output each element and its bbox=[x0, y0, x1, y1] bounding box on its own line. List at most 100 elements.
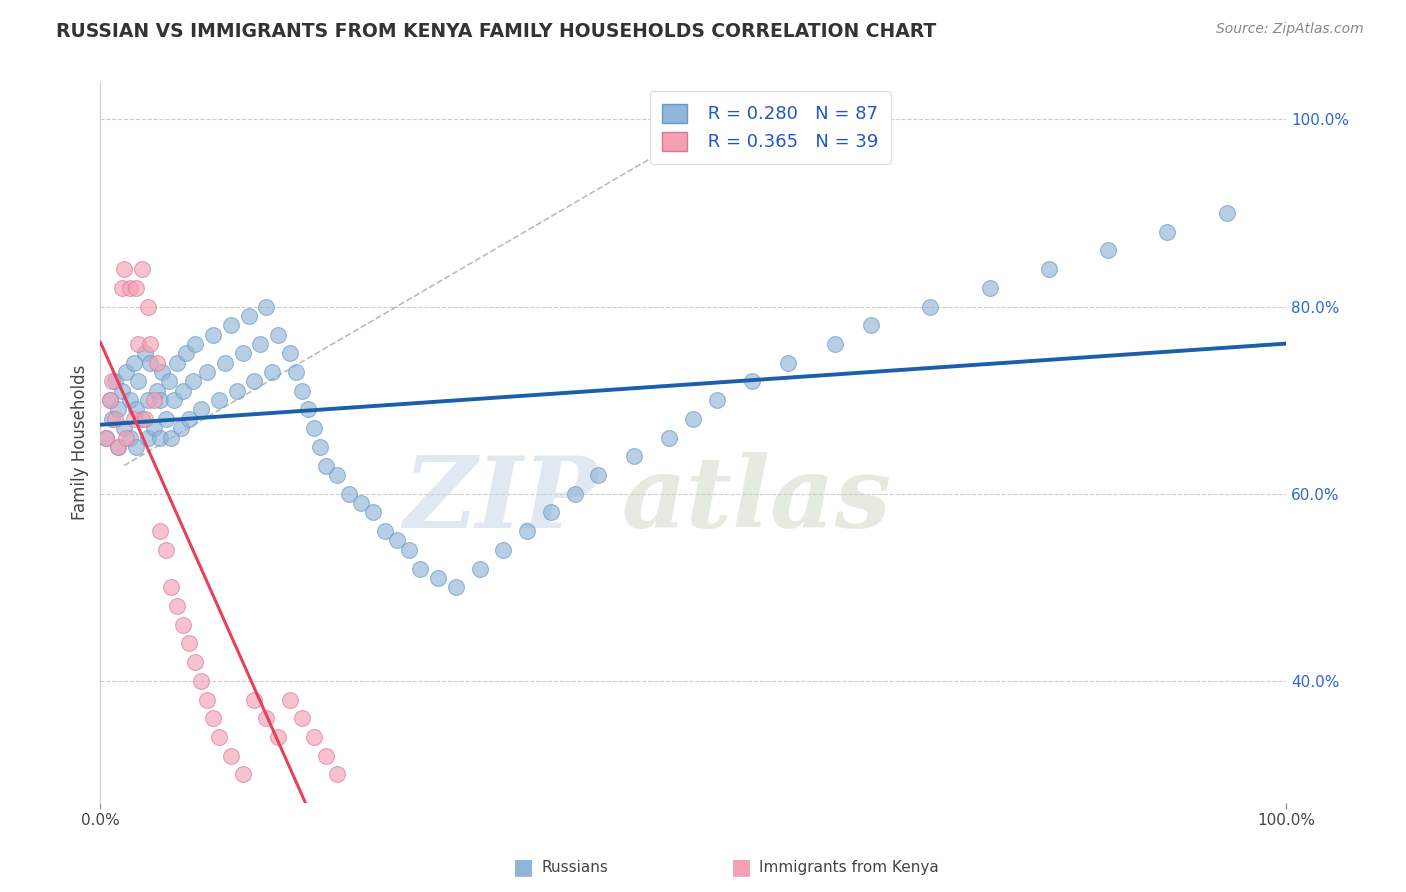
Point bbox=[658, 431, 681, 445]
Point bbox=[361, 505, 384, 519]
Point bbox=[139, 337, 162, 351]
Point bbox=[112, 262, 135, 277]
Point bbox=[979, 281, 1001, 295]
Text: ■: ■ bbox=[513, 857, 534, 877]
Point bbox=[308, 440, 330, 454]
Point bbox=[163, 393, 186, 408]
Point bbox=[160, 431, 183, 445]
Point bbox=[208, 730, 231, 744]
Point bbox=[125, 402, 148, 417]
Point bbox=[172, 384, 194, 398]
Point bbox=[195, 692, 218, 706]
Point bbox=[824, 337, 846, 351]
Point bbox=[149, 431, 172, 445]
Point bbox=[219, 318, 242, 333]
Point bbox=[337, 486, 360, 500]
Point bbox=[103, 412, 125, 426]
Point bbox=[706, 393, 728, 408]
Point bbox=[232, 767, 254, 781]
Point bbox=[96, 431, 118, 445]
Point bbox=[278, 346, 301, 360]
Point bbox=[96, 431, 118, 445]
Point bbox=[262, 365, 284, 379]
Point bbox=[184, 655, 207, 669]
Point bbox=[267, 730, 290, 744]
Point bbox=[179, 636, 201, 650]
Point bbox=[492, 542, 515, 557]
Point bbox=[249, 337, 271, 351]
Point bbox=[111, 281, 134, 295]
Point bbox=[315, 458, 337, 473]
Point bbox=[115, 431, 138, 445]
Point bbox=[315, 748, 337, 763]
Point bbox=[201, 711, 224, 725]
Point bbox=[254, 300, 277, 314]
Point bbox=[243, 692, 266, 706]
Point bbox=[103, 375, 125, 389]
Point bbox=[131, 262, 153, 277]
Point bbox=[232, 346, 254, 360]
Point bbox=[170, 421, 193, 435]
Point bbox=[122, 412, 145, 426]
Point bbox=[350, 496, 373, 510]
Point bbox=[122, 356, 145, 370]
Point bbox=[172, 617, 194, 632]
Point bbox=[134, 412, 156, 426]
Point bbox=[107, 440, 129, 454]
Point bbox=[267, 327, 290, 342]
Point bbox=[285, 365, 308, 379]
Point bbox=[139, 356, 162, 370]
Text: atlas: atlas bbox=[621, 451, 891, 548]
Point bbox=[118, 281, 141, 295]
Point bbox=[1097, 244, 1119, 258]
Point bbox=[125, 281, 148, 295]
Point bbox=[1038, 262, 1060, 277]
Point bbox=[540, 505, 562, 519]
Point bbox=[101, 412, 124, 426]
Point bbox=[588, 467, 610, 482]
Point bbox=[118, 393, 141, 408]
Point bbox=[146, 384, 169, 398]
Point bbox=[409, 561, 432, 575]
Point bbox=[374, 524, 396, 538]
Point bbox=[516, 524, 538, 538]
Point bbox=[127, 375, 149, 389]
Point bbox=[225, 384, 247, 398]
Point bbox=[107, 402, 129, 417]
Point bbox=[385, 533, 408, 548]
Point bbox=[201, 327, 224, 342]
Point bbox=[107, 440, 129, 454]
Point bbox=[184, 337, 207, 351]
Point bbox=[181, 375, 204, 389]
Point bbox=[326, 467, 349, 482]
Point bbox=[149, 524, 172, 538]
Text: ZIP: ZIP bbox=[404, 451, 599, 548]
Point bbox=[444, 580, 467, 594]
Text: ■: ■ bbox=[731, 857, 752, 877]
Point bbox=[150, 365, 173, 379]
Point bbox=[136, 300, 159, 314]
Point bbox=[1156, 225, 1178, 239]
Point bbox=[98, 393, 121, 408]
Point bbox=[623, 449, 645, 463]
Point bbox=[291, 384, 314, 398]
Point bbox=[160, 580, 183, 594]
Point bbox=[190, 673, 212, 688]
Point bbox=[302, 421, 325, 435]
Text: Source: ZipAtlas.com: Source: ZipAtlas.com bbox=[1216, 22, 1364, 37]
Point bbox=[243, 375, 266, 389]
Point bbox=[254, 711, 277, 725]
Point bbox=[190, 402, 212, 417]
Point bbox=[238, 309, 260, 323]
Point bbox=[127, 337, 149, 351]
Point bbox=[302, 730, 325, 744]
Point bbox=[174, 346, 197, 360]
Point bbox=[291, 711, 314, 725]
Point bbox=[920, 300, 942, 314]
Text: RUSSIAN VS IMMIGRANTS FROM KENYA FAMILY HOUSEHOLDS CORRELATION CHART: RUSSIAN VS IMMIGRANTS FROM KENYA FAMILY … bbox=[56, 22, 936, 41]
Point bbox=[297, 402, 319, 417]
Point bbox=[142, 393, 165, 408]
Point bbox=[157, 375, 180, 389]
Point bbox=[219, 748, 242, 763]
Y-axis label: Family Households: Family Households bbox=[72, 365, 89, 520]
